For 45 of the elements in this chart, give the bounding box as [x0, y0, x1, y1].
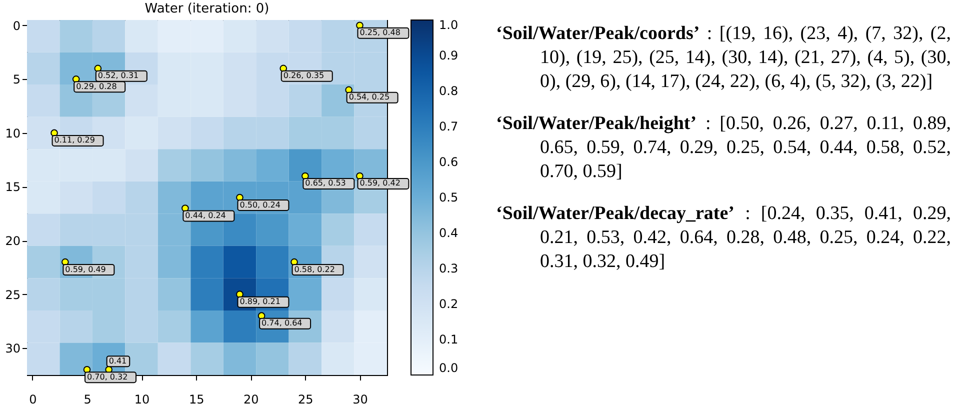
annotation: 0.50, 0.24 [240, 200, 280, 210]
text: ‘Soil/Water/Peak/coords’ : [(19, 16), (23, 4), (7, 32), (2, 10), (19, 25), (25, 14), (30, 14), (21, 27), (4, 5), (30, 0), (29, 6), (14, 17), (24, 22), (6, 4), (5, 32), (3, 22)] [496, 22, 951, 94]
annotation: 0.29, 0.28 [76, 82, 117, 91]
annotation: 0.52, 0.31 [98, 71, 139, 80]
color-bar-label: 0.4 [439, 226, 458, 240]
annotation: 0.41 [108, 356, 127, 366]
text: ‘Soil/Water/Peak/decay_rate’ : [0.24, 0.35, 0.41, 0.29, 0.21, 0.53, 0.42, 0.64, 0.28, 0.48, 0.25, 0.24, 0.22, 0.31, 0.32, 0.49] [496, 202, 951, 274]
annotation: 0.11, 0.29 [54, 136, 95, 145]
color-bar-label: 0.0 [439, 361, 458, 375]
x-tick-label: 30 [352, 392, 368, 406]
annotation: 0.70, 0.32 [87, 372, 128, 382]
color-bar-label: 0.6 [439, 155, 458, 169]
y-tick-label: 5 [12, 72, 20, 87]
y-tick-label: 25 [5, 288, 20, 302]
color-bar-label: 0.5 [439, 190, 458, 204]
y-tick-label: 0 [12, 18, 20, 33]
x-tick-label: 25 [298, 392, 314, 406]
color-bar-label: 0.7 [439, 120, 458, 134]
color-bar-label: 0.9 [439, 48, 458, 62]
color-bar-label: 0.1 [439, 332, 458, 346]
annotation: 0.58, 0.22 [294, 264, 335, 274]
annotation: 0.54, 0.25 [348, 92, 390, 102]
y-tick-label: 10 [5, 126, 20, 140]
annotation: 0.74, 0.64 [262, 318, 302, 328]
x-tick-label: 10 [134, 392, 150, 406]
color-bar-label: 0.2 [439, 297, 458, 311]
x-tick-label: 5 [84, 392, 92, 406]
annotation: 0.89, 0.21 [240, 297, 280, 306]
x-tick-label: 15 [188, 392, 204, 406]
color-bar-label: 0.8 [439, 84, 458, 98]
y-tick-label: 20 [5, 234, 20, 248]
annotation: 0.25, 0.48 [360, 28, 400, 38]
color-bar-label: 0.3 [439, 262, 458, 276]
x-tick-label: 0 [29, 392, 37, 406]
annotation: 0.59, 0.49 [65, 264, 106, 274]
annotation: 0.26, 0.35 [283, 71, 324, 80]
chart-title: Water (iteration: 0) [144, 1, 270, 16]
annotation: 0.59, 0.42 [360, 178, 400, 188]
annotation: 0.65, 0.53 [305, 178, 346, 188]
annotation: 0.44, 0.24 [185, 211, 226, 220]
x-tick-label: 20 [243, 392, 259, 406]
text: ‘Soil/Water/Peak/height’ : [0.50, 0.26, 0.27, 0.11, 0.89, 0.65, 0.59, 0.74, 0.29, 0.25, 0.54, 0.44, 0.58, 0.52, 0.70, 0.59] [496, 112, 951, 184]
color-bar-label: 1.0 [439, 18, 458, 32]
y-tick-label: 15 [5, 180, 20, 194]
y-tick-label: 30 [5, 342, 20, 356]
